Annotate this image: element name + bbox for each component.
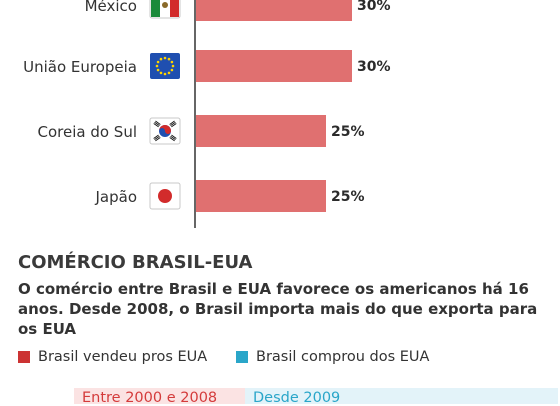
category-label-0: México: [85, 0, 137, 15]
period-header-since-2009: Desde 2009: [245, 388, 558, 406]
bar-3: [196, 180, 326, 212]
bar-value-label-0: 30%: [357, 0, 391, 14]
bar-value-label-3: 25%: [331, 189, 365, 205]
legend-item-bought: Brasil comprou dos EUA: [236, 349, 429, 365]
legend-swatch-bought: [236, 351, 248, 363]
south-korea-flag-icon: [149, 117, 181, 145]
category-label-1: União Europeia: [23, 58, 137, 76]
japan-flag-icon: [149, 182, 181, 210]
bar-value-label-1: 30%: [357, 59, 391, 75]
category-label-3: Japão: [94, 188, 137, 206]
eu-flag-icon: [150, 53, 180, 79]
period-header-2000-2008: Entre 2000 e 2008: [74, 388, 245, 406]
mexico-flag-icon: [149, 0, 181, 19]
bar-1: [196, 50, 352, 82]
bar-2: [196, 115, 326, 147]
period-header-row: Entre 2000 e 2008 Desde 2009: [74, 388, 558, 406]
legend-swatch-sold: [18, 351, 30, 363]
section-title: COMÉRCIO BRASIL-EUA: [18, 252, 253, 273]
section-subtitle: O comércio entre Brasil e EUA favorece o…: [18, 280, 538, 338]
legend-item-sold: Brasil vendeu pros EUA: [18, 349, 207, 365]
category-label-2: Coreia do Sul: [37, 123, 137, 141]
tariff-bar-chart: 30% México 30% União Europeia 25% Coreia do S…: [23, 0, 391, 228]
bar-0: [196, 0, 352, 21]
bar-value-label-2: 25%: [331, 124, 365, 140]
legend-label-sold: Brasil vendeu pros EUA: [38, 349, 208, 365]
legend-label-bought: Brasil comprou dos EUA: [256, 349, 430, 365]
